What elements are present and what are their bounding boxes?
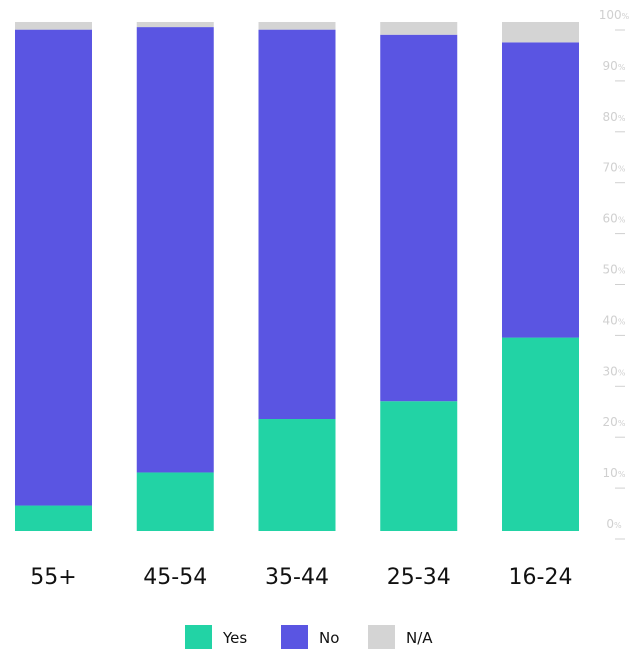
bar-segment-no-45-54 [136,27,214,473]
bar-segment-yes-35-44 [258,419,336,531]
y-axis: 0% 10% 20% 30% 40% 50% 60% 70% 80% 90% 100% [599,8,630,540]
bar-segment-no-16-24 [502,42,579,338]
x-axis: 55+ 45-54 35-44 25-34 16-24 [30,565,572,590]
y-tick-label: 50% [603,263,626,277]
y-tick-label: 90% [603,59,626,73]
legend-label-yes: Yes [222,629,247,647]
x-category-label-35-44: 35-44 [265,565,329,590]
bar-segment-no-55 [15,29,92,506]
x-category-label-55: 55+ [30,565,76,590]
legend-label-n-a: N/A [406,629,433,647]
bar-segment-yes-55 [15,505,92,531]
bar-segment-n-a-25-34 [380,22,458,35]
bar-segment-yes-25-34 [380,401,458,531]
x-category-label-45-54: 45-54 [143,565,207,590]
y-tick-label: 80% [603,110,626,124]
bar-segment-n-a-55 [15,22,92,30]
y-tick-label: 10% [603,466,626,480]
legend: Yes No N/A [185,625,433,649]
bar-segment-n-a-16-24 [502,22,579,43]
y-tick-label: 30% [603,364,626,378]
bars-group [15,22,579,531]
bar-segment-no-35-44 [258,29,336,420]
y-tick-label: 0% [606,517,622,531]
bar-segment-yes-45-54 [136,472,214,531]
y-tick-label: 60% [603,212,626,226]
bar-segment-yes-16-24 [502,337,579,531]
legend-label-no: No [319,629,339,647]
x-category-label-16-24: 16-24 [509,565,573,590]
x-category-label-25-34: 25-34 [387,565,451,590]
y-tick-label: 70% [603,161,626,175]
bar-segment-n-a-45-54 [136,22,214,28]
legend-swatch-n-a [368,625,395,649]
legend-swatch-yes [185,625,212,649]
bar-segment-n-a-35-44 [258,22,336,30]
legend-swatch-no [281,625,308,649]
bar-segment-no-25-34 [380,34,458,402]
y-tick-label: 40% [603,313,626,327]
y-tick-label: 20% [603,415,626,429]
y-tick-label: 100% [599,8,630,22]
